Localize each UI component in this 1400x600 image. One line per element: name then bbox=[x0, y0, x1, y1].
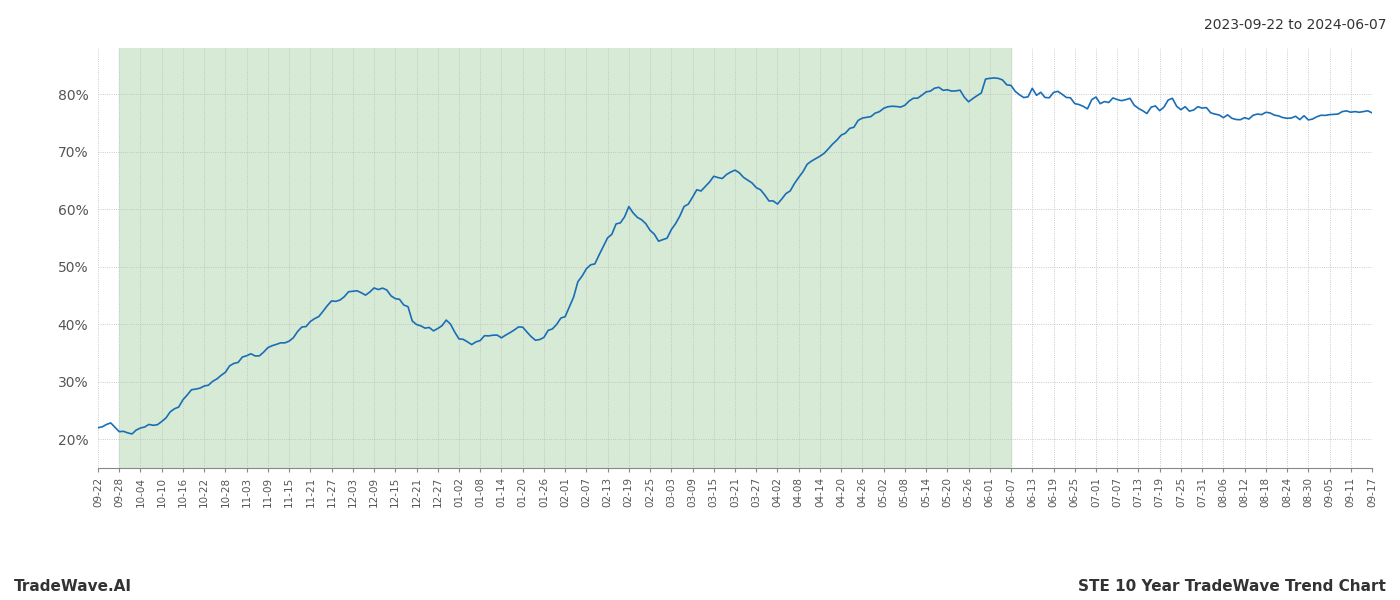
Text: 2023-09-22 to 2024-06-07: 2023-09-22 to 2024-06-07 bbox=[1204, 18, 1386, 32]
Bar bbox=[119, 48, 1011, 468]
Text: STE 10 Year TradeWave Trend Chart: STE 10 Year TradeWave Trend Chart bbox=[1078, 579, 1386, 594]
Text: TradeWave.AI: TradeWave.AI bbox=[14, 579, 132, 594]
